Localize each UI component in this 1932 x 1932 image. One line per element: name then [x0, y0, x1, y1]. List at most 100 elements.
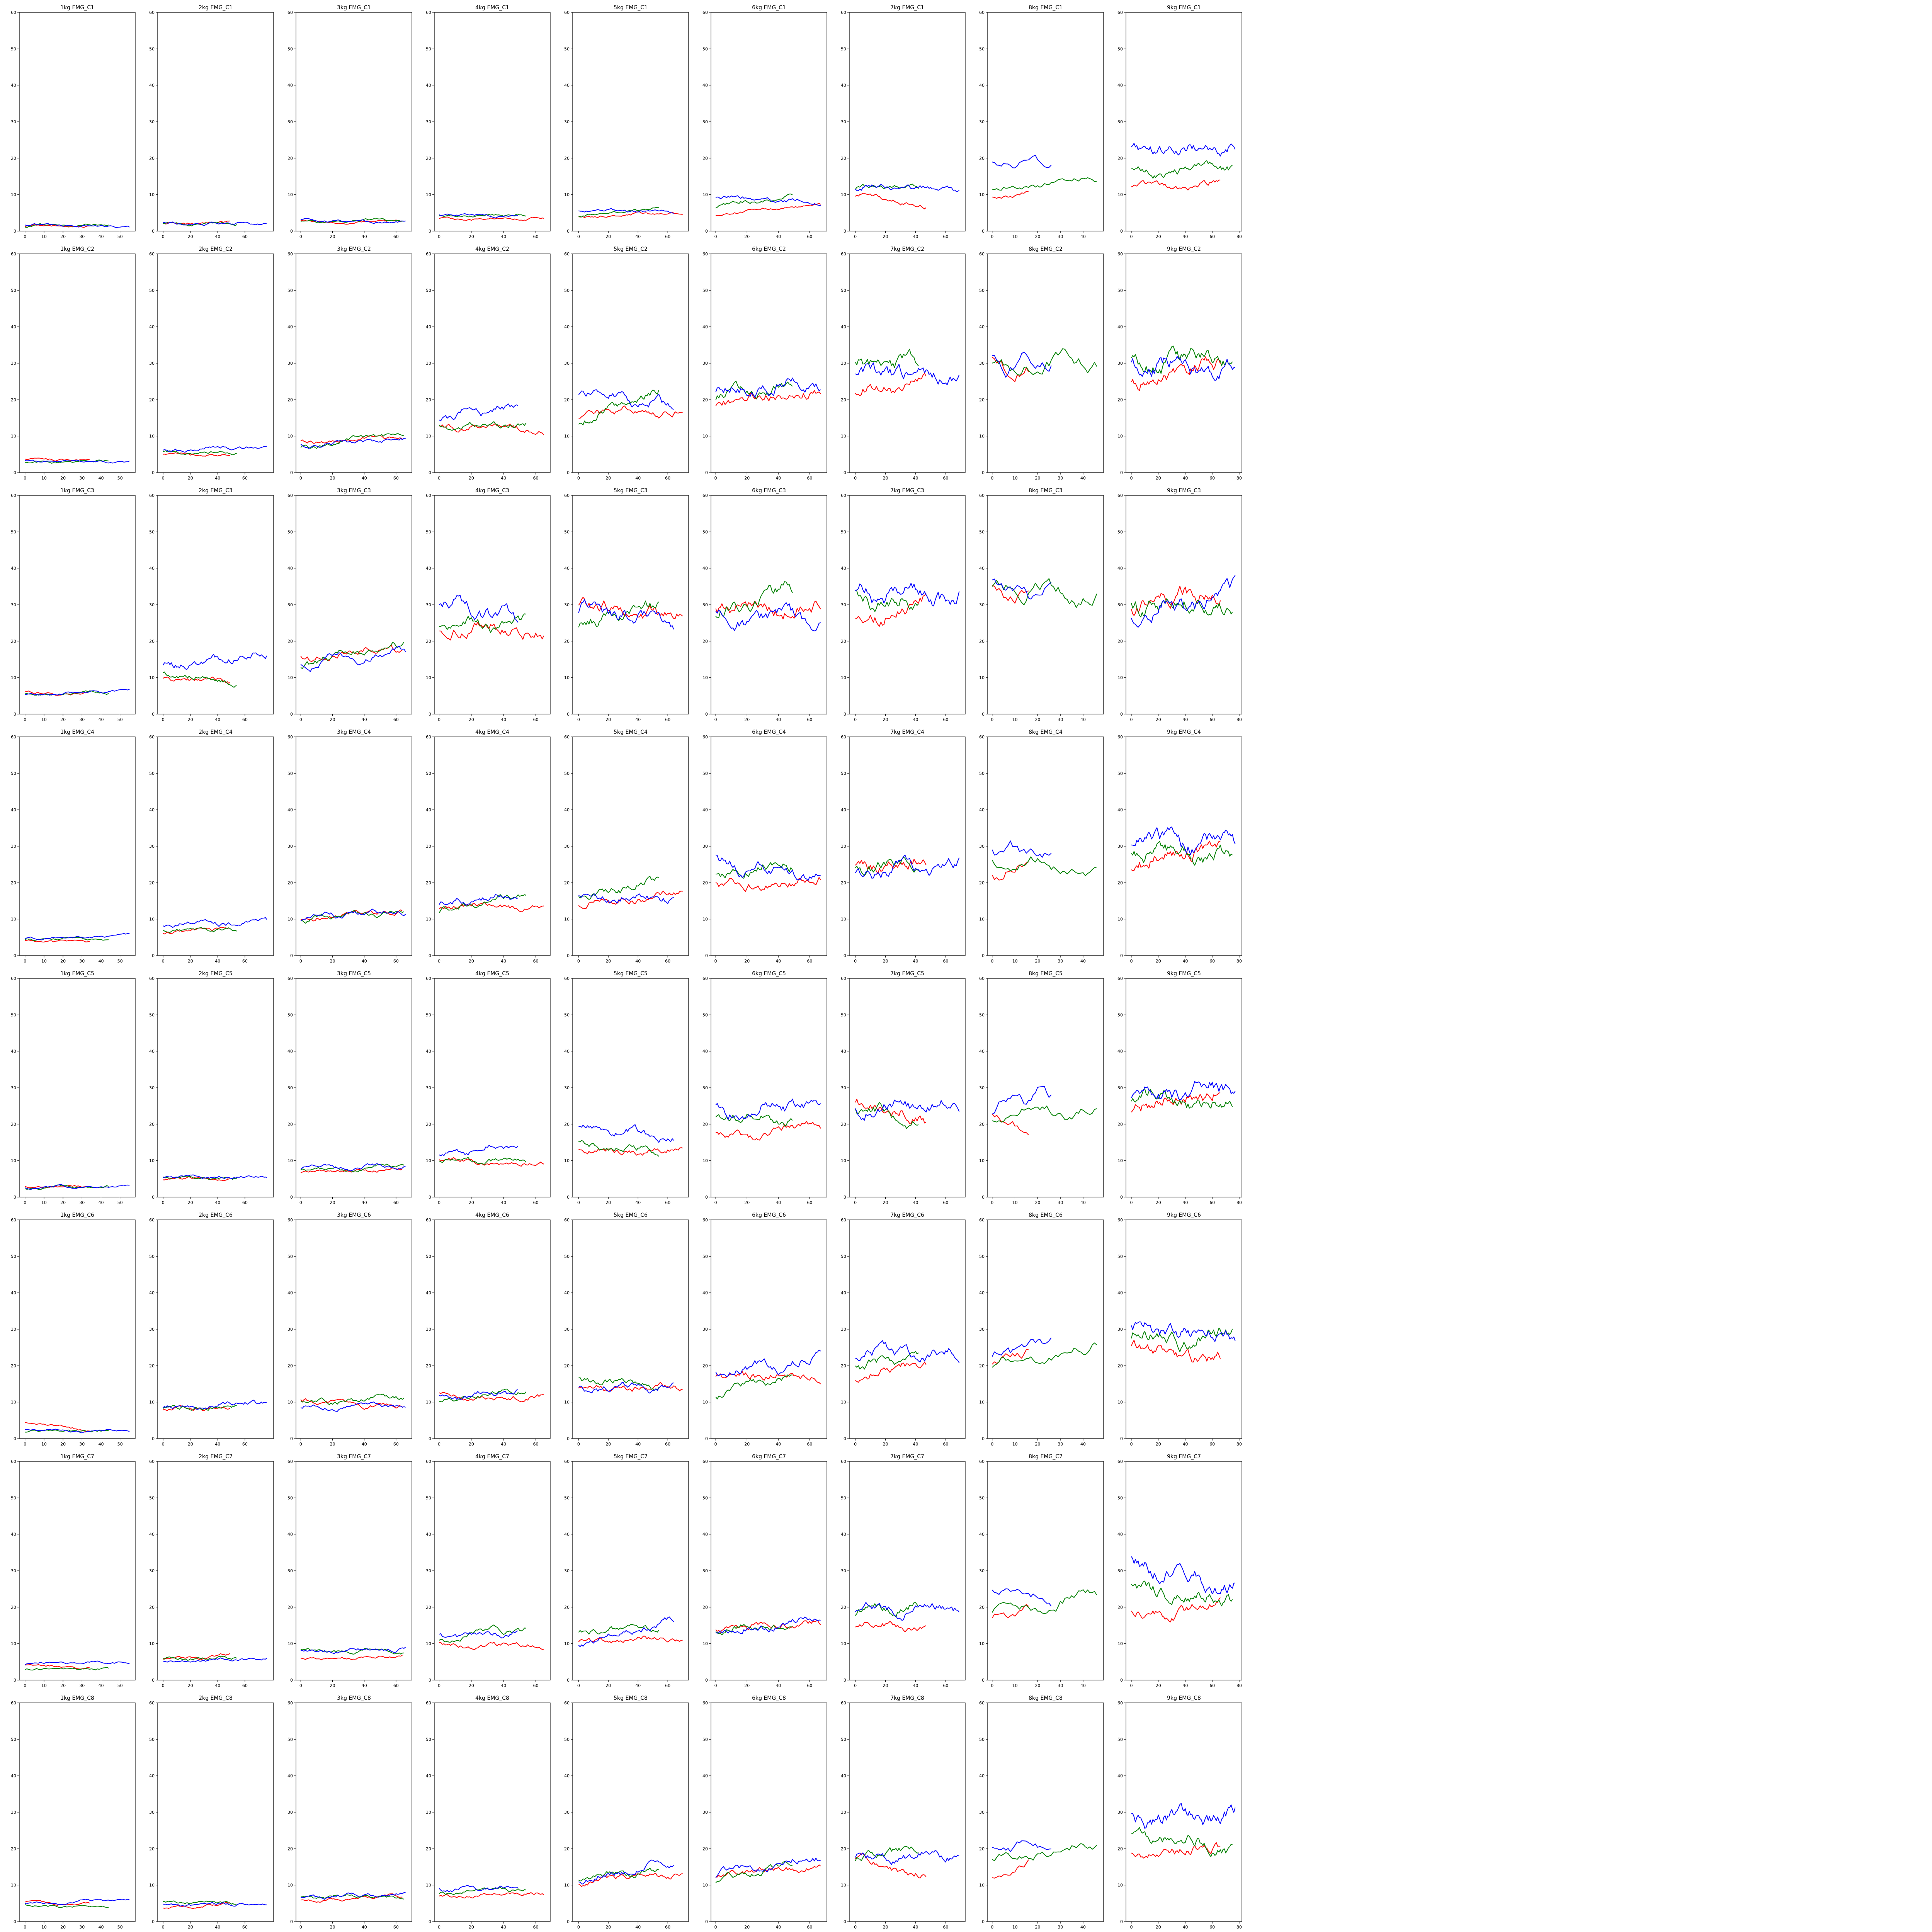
y-tick-label: 30 [287, 1810, 293, 1815]
series-green-line [163, 1175, 237, 1180]
series-blue-line [1131, 827, 1236, 855]
x-tick-label: 50 [117, 717, 123, 722]
x-tick-label: 0 [991, 1200, 993, 1205]
panel-2kg-emg-c1: 2kg EMG_C1 0 10 20 30 40 50 60 0 20 40 60 [149, 5, 274, 239]
y-tick-label: 30 [149, 119, 155, 124]
axes-frame [987, 1219, 1104, 1439]
y-tick-label: 40 [426, 1532, 431, 1537]
x-tick-label: 50 [117, 234, 123, 239]
series-red-line [163, 677, 230, 684]
x-tick-label: 0 [24, 1200, 26, 1205]
x-tick-label: 20 [1035, 717, 1040, 722]
y-tick-label: 60 [11, 252, 16, 257]
y-tick-label: 20 [841, 639, 846, 644]
y-tick-label: 30 [1117, 844, 1123, 849]
y-tick-label: 0 [705, 1195, 708, 1200]
x-tick-label: 60 [242, 959, 248, 964]
axes-frame [849, 253, 966, 473]
y-tick-label: 50 [287, 529, 293, 534]
y-tick-label: 40 [979, 1774, 985, 1779]
series-red-line [992, 1604, 1029, 1619]
x-tick-label: 40 [362, 1442, 367, 1447]
panel-1kg-emg-c5: 1kg EMG_C5 0 10 20 30 40 50 60 0 10 20 30 40 50 [11, 971, 136, 1205]
y-tick-label: 10 [564, 1883, 570, 1888]
x-tick-label: 20 [60, 717, 66, 722]
y-tick-label: 10 [979, 1400, 985, 1405]
y-tick-label: 20 [149, 880, 155, 885]
series-blue-line [25, 459, 130, 464]
y-tick-label: 50 [149, 1012, 155, 1017]
series-red-line [439, 1392, 544, 1402]
x-tick-label: 40 [215, 959, 220, 964]
y-tick-label: 10 [564, 1158, 570, 1163]
y-tick-label: 0 [290, 229, 293, 234]
y-tick-label: 30 [1117, 1085, 1123, 1090]
y-tick-label: 30 [426, 361, 431, 366]
panel-8kg-emg-c7: 8kg EMG_C7 0 10 20 30 40 50 60 0 10 20 30 40 [979, 1454, 1104, 1688]
y-tick-label: 10 [11, 917, 16, 922]
y-tick-label: 0 [567, 1678, 570, 1683]
x-tick-label: 20 [744, 1442, 750, 1447]
series-blue-line [855, 583, 960, 607]
panel-6kg-emg-c8: 6kg EMG_C8 0 10 20 30 40 50 60 0 20 40 60 [702, 1695, 827, 1930]
y-tick-label: 0 [567, 953, 570, 958]
x-tick-label: 20 [188, 234, 193, 239]
x-tick-label: 30 [79, 717, 85, 722]
axes-frame [849, 1702, 966, 1922]
series-blue-line [715, 1857, 821, 1878]
y-tick-label: 30 [979, 1085, 985, 1090]
x-tick-label: 20 [1156, 1442, 1161, 1447]
x-tick-label: 0 [991, 234, 993, 239]
x-tick-label: 0 [438, 234, 440, 239]
x-tick-label: 40 [98, 1683, 104, 1688]
panel-title: 4kg EMG_C1 [475, 5, 509, 11]
x-tick-label: 0 [1130, 234, 1133, 239]
y-tick-label: 30 [979, 361, 985, 366]
series-red-line [855, 593, 927, 627]
x-tick-label: 60 [393, 717, 399, 722]
x-tick-label: 40 [362, 1925, 367, 1930]
y-tick-label: 30 [1117, 602, 1123, 607]
y-tick-label: 40 [149, 566, 155, 571]
y-tick-label: 10 [287, 434, 293, 439]
y-tick-label: 60 [11, 10, 16, 15]
x-tick-label: 40 [362, 234, 367, 239]
y-tick-label: 0 [14, 1678, 16, 1683]
panel-5kg-emg-c5: 5kg EMG_C5 0 10 20 30 40 50 60 0 20 40 60 [564, 971, 689, 1205]
y-tick-label: 20 [979, 1605, 985, 1610]
y-tick-label: 20 [564, 880, 570, 885]
series-green-line [163, 1656, 237, 1661]
y-tick-label: 10 [979, 1158, 985, 1163]
y-tick-label: 0 [429, 1919, 431, 1924]
y-tick-label: 10 [287, 1158, 293, 1163]
panel-title: 1kg EMG_C4 [60, 729, 94, 735]
series-red-line [855, 373, 927, 396]
series-red-line [25, 939, 90, 943]
panel-5kg-emg-c6: 5kg EMG_C6 0 10 20 30 40 50 60 0 20 40 60 [564, 1212, 689, 1447]
x-tick-label: 60 [1209, 717, 1215, 722]
panel-title: 5kg EMG_C5 [614, 971, 648, 977]
x-tick-label: 20 [330, 476, 335, 481]
panel-3kg-emg-c4: 3kg EMG_C4 0 10 20 30 40 50 60 0 20 40 60 [287, 729, 412, 964]
y-tick-label: 20 [979, 397, 985, 402]
y-tick-label: 0 [429, 712, 431, 717]
y-tick-label: 20 [426, 639, 431, 644]
y-tick-label: 60 [702, 493, 708, 498]
series-red-line [716, 203, 821, 216]
series-green-line [715, 1114, 793, 1127]
x-tick-label: 0 [1130, 1442, 1133, 1447]
series-red-line [439, 901, 544, 912]
y-tick-label: 40 [1117, 1049, 1123, 1054]
y-tick-label: 40 [287, 1532, 293, 1537]
series-blue-line [578, 389, 674, 410]
panel-8kg-emg-c2: 8kg EMG_C2 0 10 20 30 40 50 60 0 10 20 30 40 [979, 246, 1104, 481]
y-tick-label: 50 [979, 1495, 985, 1500]
series-red-line [163, 927, 230, 935]
x-tick-label: 0 [1130, 1925, 1133, 1930]
y-tick-label: 0 [14, 712, 16, 717]
y-tick-label: 30 [287, 1327, 293, 1332]
y-tick-label: 50 [702, 1737, 708, 1742]
y-tick-label: 10 [426, 1158, 431, 1163]
series-green-line [716, 862, 793, 879]
x-tick-label: 60 [807, 476, 812, 481]
